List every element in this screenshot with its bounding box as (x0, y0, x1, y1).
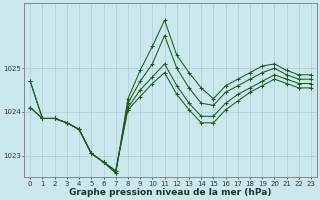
X-axis label: Graphe pression niveau de la mer (hPa): Graphe pression niveau de la mer (hPa) (69, 188, 272, 197)
